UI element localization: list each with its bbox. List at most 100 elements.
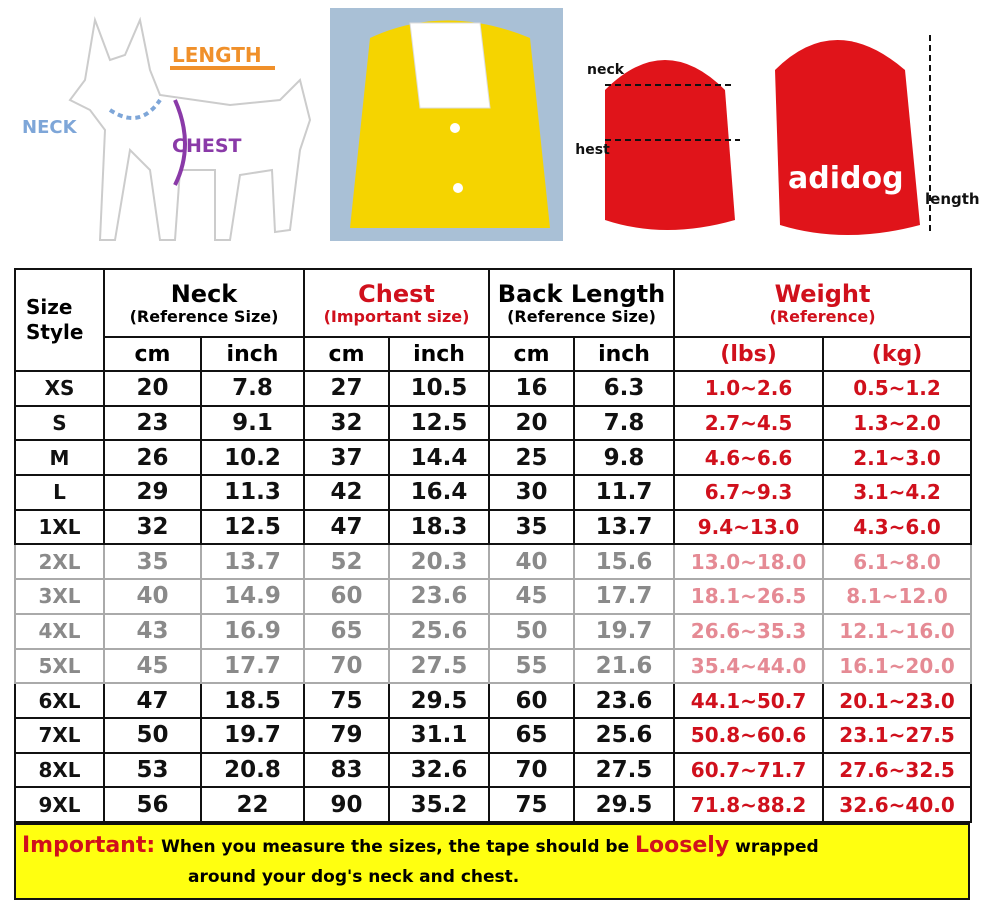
length-label: length (925, 190, 980, 208)
measure-cell: 23.6 (388, 578, 491, 615)
yellow-hoodie-photo (330, 8, 563, 241)
measure-cell: 43 (103, 612, 202, 650)
measure-cell: 70 (488, 751, 576, 789)
dog-measurement-diagram: LENGTH NECK CHEST (22, 16, 312, 241)
size-cell: 5XL (14, 647, 105, 685)
measure-cell: 26 (103, 439, 202, 477)
red-hoodie-photo: neck chest length adidog (575, 35, 980, 235)
size-row: 1XL 32 12.5 47 18.3 35 13.7 9.4~13.0 4.3~6.0 (14, 508, 973, 546)
measure-cell: 27.5 (573, 751, 676, 789)
measure-cell: 9.1 (199, 404, 306, 442)
note-text-line2: around your dog's neck and chest. (188, 867, 520, 887)
measure-cell: 35 (488, 508, 576, 546)
measure-cell: 19.7 (573, 612, 676, 650)
measure-cell: 29.5 (388, 682, 491, 719)
important-label: Important: (22, 833, 156, 858)
measure-cell: 35 (103, 543, 202, 581)
size-cell: XS (14, 370, 105, 407)
length-label: LENGTH (172, 43, 262, 67)
measure-cell: 45 (488, 578, 576, 615)
measure-cell: 27 (303, 370, 391, 407)
important-note: Important: When you measure the sizes, t… (14, 823, 970, 900)
measure-cell: 12.5 (388, 404, 491, 442)
neck-label: neck (587, 62, 625, 78)
measure-cell: 32 (303, 404, 391, 442)
unit-header: (lbs) (673, 336, 825, 372)
size-row: 4XL 43 16.9 65 25.6 50 19.7 26.6~35.3 12.1~16.0 (14, 612, 973, 650)
size-cell: 8XL (14, 751, 105, 789)
measure-cell: 47 (103, 682, 202, 719)
unit-header: cm (488, 336, 576, 372)
weight-cell: 13.0~18.0 (673, 543, 825, 581)
size-cell: 1XL (14, 508, 105, 546)
size-cell: 7XL (14, 716, 105, 754)
size-cell: 4XL (14, 612, 105, 650)
measure-cell: 60 (488, 682, 576, 719)
dog-silhouette (68, 16, 312, 241)
measure-cell: 25.6 (388, 612, 491, 650)
measure-cell: 17.7 (573, 578, 676, 615)
adidog-logo: adidog (788, 161, 904, 196)
weight-cell: 4.3~6.0 (822, 508, 973, 546)
measure-cell: 37 (303, 439, 391, 477)
size-row: 3XL 40 14.9 60 23.6 45 17.7 18.1~26.5 8.1~12.0 (14, 578, 973, 615)
measure-cell: 16 (488, 370, 576, 407)
measure-cell: 75 (303, 682, 391, 719)
size-cell: 6XL (14, 682, 105, 719)
measure-cell: 30 (488, 474, 576, 511)
size-row: 7XL 50 19.7 79 31.1 65 25.6 50.8~60.6 23.1~27.5 (14, 716, 973, 754)
size-cell: L (14, 474, 105, 511)
weight-cell: 2.1~3.0 (822, 439, 973, 477)
measure-cell: 20.8 (199, 751, 306, 789)
measure-cell: 7.8 (199, 370, 306, 407)
measure-cell: 9.8 (573, 439, 676, 477)
weight-cell: 60.7~71.7 (673, 751, 825, 789)
size-row: L 29 11.3 42 16.4 30 11.7 6.7~9.3 3.1~4.2 (14, 474, 973, 511)
measure-cell: 31.1 (388, 716, 491, 754)
size-cell: M (14, 439, 105, 477)
back-length-header: Back Length (Reference Size) (488, 268, 676, 338)
weight-cell: 50.8~60.6 (673, 716, 825, 754)
weight-cell: 0.5~1.2 (822, 370, 973, 407)
measure-cell: 7.8 (573, 404, 676, 442)
size-cell: 2XL (14, 543, 105, 581)
weight-cell: 6.1~8.0 (822, 543, 973, 581)
weight-cell: 26.6~35.3 (673, 612, 825, 650)
measure-cell: 27.5 (388, 647, 491, 685)
measure-cell: 14.9 (199, 578, 306, 615)
measure-cell: 14.4 (388, 439, 491, 477)
measure-cell: 35.2 (388, 786, 491, 823)
measure-cell: 10.5 (388, 370, 491, 407)
unit-header: cm (303, 336, 391, 372)
weight-cell: 16.1~20.0 (822, 647, 973, 685)
size-cell: 3XL (14, 578, 105, 615)
measure-cell: 70 (303, 647, 391, 685)
measure-cell: 53 (103, 751, 202, 789)
size-row: 5XL 45 17.7 70 27.5 55 21.6 35.4~44.0 16.1~20.0 (14, 647, 973, 685)
unit-header: inch (388, 336, 491, 372)
measure-cell: 45 (103, 647, 202, 685)
measure-cell: 60 (303, 578, 391, 615)
measure-cell: 20.3 (388, 543, 491, 581)
measure-cell: 18.5 (199, 682, 306, 719)
size-row: M 26 10.2 37 14.4 25 9.8 4.6~6.6 2.1~3.0 (14, 439, 973, 477)
measure-cell: 83 (303, 751, 391, 789)
measure-cell: 65 (303, 612, 391, 650)
measure-cell: 75 (488, 786, 576, 823)
unit-header: inch (199, 336, 306, 372)
chest-label: chest (575, 142, 610, 158)
weight-cell: 35.4~44.0 (673, 647, 825, 685)
measure-cell: 22 (199, 786, 306, 823)
weight-cell: 1.3~2.0 (822, 404, 973, 442)
measure-cell: 50 (488, 612, 576, 650)
weight-cell: 1.0~2.6 (673, 370, 825, 407)
measure-cell: 32 (103, 508, 202, 546)
size-row: 8XL 53 20.8 83 32.6 70 27.5 60.7~71.7 27.6~32.5 (14, 751, 973, 789)
chest-header: Chest (Important size) (303, 268, 491, 338)
size-chart-table: Size Style Neck (Reference Size) Chest (Imp… (14, 268, 973, 823)
measure-cell: 29 (103, 474, 202, 511)
size-row: 6XL 47 18.5 75 29.5 60 23.6 44.1~50.7 20.1~23.0 (14, 682, 973, 719)
weight-cell: 3.1~4.2 (822, 474, 973, 511)
measure-cell: 42 (303, 474, 391, 511)
weight-cell: 9.4~13.0 (673, 508, 825, 546)
